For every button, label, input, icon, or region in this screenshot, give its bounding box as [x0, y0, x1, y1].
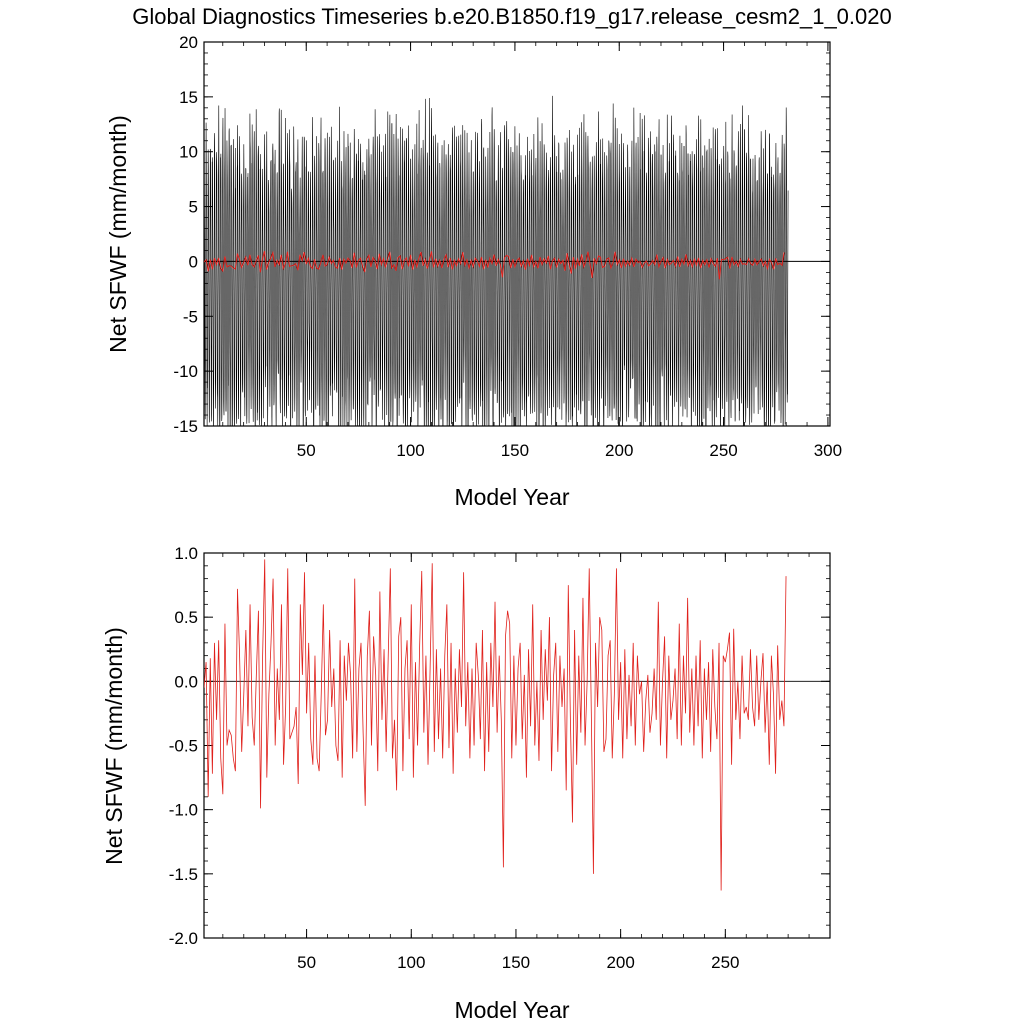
- annual-y-tick-label: -0.5: [169, 737, 198, 756]
- monthly-annual-mean-line: [204, 250, 785, 280]
- figure-title: Global Diagnostics Timeseries b.e20.B185…: [132, 4, 891, 29]
- monthly-x-ticks: 50 100 150 200 250 300: [222, 42, 842, 460]
- monthly-y-tick-label: -5: [183, 307, 198, 326]
- monthly-x-tick-label: 250: [709, 441, 737, 460]
- monthly-y-tick-label: 5: [189, 198, 198, 217]
- monthly-x-tick-label: 200: [605, 441, 633, 460]
- monthly-y-tick-label: 20: [179, 33, 198, 52]
- annual-x-tick-label: 100: [397, 953, 425, 972]
- annual-x-axis-label: Model Year: [454, 997, 569, 1023]
- annual-y-tick-label: 0.0: [174, 672, 198, 691]
- annual-plot-frame: [203, 552, 831, 939]
- annual-y-ticks: -2.0 -1.5 -1.0 -0.5 0.0 0.5 1.0: [169, 544, 830, 948]
- monthly-x-tick-label: 50: [297, 441, 316, 460]
- annual-x-tick-label: 50: [297, 953, 316, 972]
- monthly-x-axis-label: Model Year: [454, 484, 569, 510]
- monthly-y-tick-label: -15: [173, 417, 198, 436]
- monthly-x-tick-label: 300: [814, 441, 842, 460]
- annual-y-tick-label: -1.0: [169, 801, 198, 820]
- monthly-x-tick-label: 100: [396, 441, 424, 460]
- monthly-y-axis-label: Net SFWF (mm/month): [105, 115, 131, 353]
- monthly-plot-frame: [203, 41, 831, 427]
- annual-chart: -2.0 -1.5 -1.0 -0.5 0.0 0.5 1.0 50 100 150 200 250…: [101, 544, 831, 1023]
- monthly-y-tick-label: 10: [179, 143, 198, 162]
- monthly-y-tick-label: 0: [189, 252, 198, 271]
- annual-series-line: [204, 559, 787, 891]
- annual-x-ticks: 50 100 150 200 250: [222, 553, 831, 972]
- monthly-y-tick-label: 15: [179, 88, 198, 107]
- annual-y-tick-label: -1.5: [169, 865, 198, 884]
- annual-y-tick-label: 1.0: [174, 544, 198, 563]
- annual-x-tick-label: 250: [711, 953, 739, 972]
- annual-y-axis-label: Net SFWF (mm/month): [101, 627, 127, 865]
- monthly-y-tick-label: -10: [173, 362, 198, 381]
- monthly-x-tick-label: 150: [501, 441, 529, 460]
- monthly-chart: -15 -10 -5 0 5 10 15 20 50 100 150 200 250 300 Model…: [105, 33, 842, 510]
- annual-x-tick-label: 200: [606, 953, 634, 972]
- annual-y-tick-label: 0.5: [174, 608, 198, 627]
- monthly-series-line: [204, 95, 789, 426]
- annual-x-tick-label: 150: [502, 953, 530, 972]
- annual-y-tick-label: -2.0: [169, 929, 198, 948]
